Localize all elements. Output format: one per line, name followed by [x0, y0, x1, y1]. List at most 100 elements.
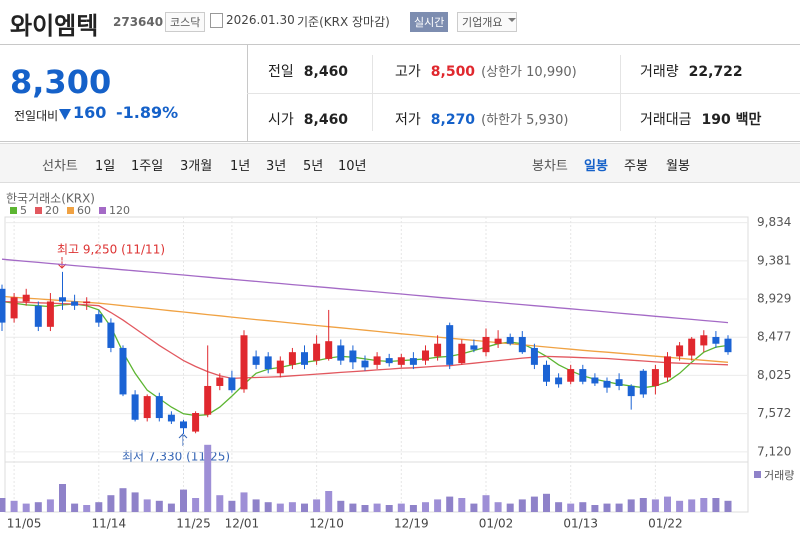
legend-swatch: [10, 207, 17, 214]
candle-body: [46, 301, 54, 327]
volume-label: 거래량: [764, 469, 794, 482]
candle-body: [446, 325, 454, 365]
candle-body: [301, 352, 308, 365]
period-tab[interactable]: 3개월: [180, 159, 213, 174]
volume-bar: [204, 444, 212, 512]
stat: 시가 8,460: [268, 109, 348, 129]
volume-bar: [71, 503, 79, 512]
legend-swatch: [35, 207, 42, 214]
volume-bar: [434, 499, 442, 512]
stat: 고가 8,500 (상한가 10,990): [395, 61, 577, 81]
volume-bar: [46, 499, 54, 512]
volume-bar: [155, 500, 163, 512]
volume-bar: [252, 499, 260, 512]
divider: [247, 93, 800, 94]
legend-label: 120: [109, 204, 130, 217]
period-tab[interactable]: 1주일: [131, 159, 164, 174]
stat-label: 전일: [268, 64, 294, 80]
volume-bar: [313, 499, 321, 512]
candle-body: [555, 377, 563, 385]
low-arrow: [178, 433, 188, 446]
legend-swatch: [67, 207, 74, 214]
volume-bar: [543, 493, 550, 512]
x-tick-label: 01/02: [479, 517, 514, 531]
price: 8,300: [10, 63, 112, 101]
candle-body: [10, 297, 18, 319]
candle-body: [688, 338, 696, 356]
volume-bar: [325, 491, 333, 512]
candle-body: [155, 396, 163, 419]
moving-average-line: [1, 295, 729, 363]
stat-value: 8,270: [430, 112, 476, 128]
candle-chart-tab[interactable]: 봉차트: [532, 159, 568, 174]
candle-body: [313, 343, 321, 361]
stat-limit: (상한가 10,990): [481, 65, 577, 80]
volume-bar: [240, 492, 248, 512]
moving-average-line: [1, 300, 729, 380]
stat-label: 거래대금: [640, 112, 692, 128]
period-tab[interactable]: 1년: [230, 159, 251, 174]
candle-body: [651, 369, 659, 386]
candle-body: [34, 305, 42, 327]
period-tab[interactable]: 10년: [338, 159, 367, 174]
calendar-icon: [210, 13, 223, 28]
line-chart-tab[interactable]: 선차트: [42, 159, 78, 174]
candle-body: [676, 345, 684, 357]
volume-bar: [131, 492, 139, 512]
candle-body: [458, 343, 466, 364]
candle-body: [434, 343, 442, 357]
company-info-button[interactable]: 기업개요: [457, 12, 518, 32]
volume-bar: [337, 500, 345, 512]
volume-bar: [373, 503, 381, 512]
candle-body: [591, 377, 599, 384]
volume-bar: [639, 498, 647, 512]
toolbar: 선차트 1일 1주일 3개월 1년 3년 5년 10년 봉차트 일봉 주봉 월봉: [0, 143, 800, 183]
volume-bar: [494, 502, 502, 512]
candle-body: [422, 350, 429, 361]
candle-body: [95, 314, 103, 323]
candle-period-tab[interactable]: 주봉: [624, 159, 648, 174]
volume-bar: [676, 500, 684, 512]
change: 160: [73, 103, 107, 122]
candle-body: [482, 336, 490, 353]
stat: 거래대금 190 백만: [640, 109, 761, 129]
down-arrow: [59, 109, 71, 120]
candle-body: [470, 345, 478, 350]
volume-bar: [349, 503, 357, 512]
candle-body: [397, 357, 405, 365]
volume-bar: [10, 500, 18, 512]
candle-body: [700, 335, 708, 346]
change-label: 전일대비: [14, 109, 59, 123]
period-tab[interactable]: 3년: [266, 159, 287, 174]
legend-label: 20: [45, 204, 59, 217]
y-tick-label: 8,477: [757, 330, 791, 344]
candle-body: [361, 360, 369, 368]
candle-body: [567, 369, 575, 382]
period-tab[interactable]: 1일: [95, 159, 116, 174]
period-tab[interactable]: 5년: [303, 159, 324, 174]
volume-bar: [567, 503, 575, 512]
candle-body: [409, 358, 417, 365]
candle-body: [712, 336, 720, 344]
candle-body: [143, 396, 151, 419]
volume-bar: [651, 499, 659, 512]
volume-bar: [712, 498, 720, 512]
candle-body: [518, 336, 526, 353]
candle-body: [639, 370, 647, 395]
stat-value: 8,460: [303, 112, 349, 128]
candle-body: [627, 385, 635, 397]
legend-swatch: [99, 207, 106, 214]
realtime-badge[interactable]: 실시간: [410, 12, 449, 32]
candle-body: [216, 377, 224, 386]
volume-key: [754, 471, 761, 478]
candle-period-tab[interactable]: 월봉: [666, 159, 690, 174]
summary: 8,300 전일대비 160 -1.89% 전일 8,460 고가 8,500 (상한…: [0, 44, 800, 142]
volume-bar: [361, 505, 369, 512]
candle-body: [131, 394, 139, 420]
candle-period-tab[interactable]: 일봉: [584, 159, 608, 174]
legend-label: 5: [20, 204, 27, 217]
candle-body: [264, 356, 272, 370]
volume-bar: [688, 499, 696, 512]
volume-bar: [579, 502, 587, 512]
